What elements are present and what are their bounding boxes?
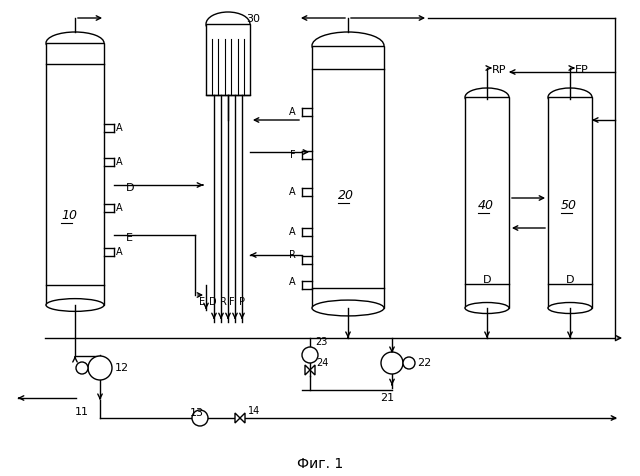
- Text: 21: 21: [380, 393, 394, 403]
- Ellipse shape: [206, 12, 250, 36]
- Ellipse shape: [312, 32, 384, 60]
- Text: 12: 12: [115, 363, 129, 373]
- Text: R: R: [289, 250, 296, 260]
- Polygon shape: [240, 413, 245, 423]
- Ellipse shape: [46, 298, 104, 311]
- Text: A: A: [289, 107, 296, 117]
- Text: 30: 30: [246, 14, 260, 24]
- Text: 24: 24: [316, 358, 328, 368]
- Text: 13: 13: [190, 408, 204, 418]
- Text: A: A: [116, 157, 123, 167]
- Bar: [206, 24, 250, 95]
- Ellipse shape: [465, 88, 509, 107]
- Circle shape: [302, 347, 318, 363]
- Text: D: D: [209, 297, 217, 307]
- Text: A: A: [289, 187, 296, 197]
- Text: D: D: [126, 183, 134, 193]
- Text: E: E: [199, 297, 205, 307]
- Text: 10: 10: [61, 209, 77, 222]
- Text: P: P: [239, 297, 245, 307]
- Text: 22: 22: [417, 358, 431, 368]
- Text: R: R: [220, 297, 227, 307]
- Text: 50: 50: [561, 199, 577, 212]
- Text: A: A: [116, 247, 123, 257]
- Text: A: A: [289, 277, 296, 287]
- Polygon shape: [310, 365, 315, 375]
- Text: A: A: [116, 203, 123, 213]
- Text: F: F: [291, 150, 296, 160]
- Circle shape: [76, 362, 88, 374]
- Bar: [548, 97, 592, 308]
- Text: D: D: [566, 275, 574, 285]
- Text: Фиг. 1: Фиг. 1: [297, 457, 343, 471]
- Bar: [312, 46, 384, 308]
- Bar: [465, 97, 509, 308]
- Text: 14: 14: [248, 406, 260, 416]
- Ellipse shape: [548, 303, 592, 314]
- Circle shape: [403, 357, 415, 369]
- Ellipse shape: [312, 300, 384, 316]
- Polygon shape: [235, 413, 240, 423]
- Text: A: A: [116, 123, 123, 133]
- Ellipse shape: [46, 32, 104, 54]
- Ellipse shape: [548, 88, 592, 107]
- Text: EP: EP: [575, 65, 589, 75]
- Polygon shape: [305, 365, 310, 375]
- Text: RP: RP: [492, 65, 506, 75]
- Ellipse shape: [465, 303, 509, 314]
- Text: A: A: [289, 227, 296, 237]
- Text: F: F: [229, 297, 235, 307]
- Text: 20: 20: [338, 189, 354, 202]
- Text: 23: 23: [315, 337, 328, 347]
- Circle shape: [192, 410, 208, 426]
- Circle shape: [381, 352, 403, 374]
- Text: D: D: [483, 275, 492, 285]
- Text: 11: 11: [75, 407, 89, 417]
- Text: E: E: [126, 233, 133, 243]
- Circle shape: [88, 356, 112, 380]
- Bar: [46, 43, 104, 305]
- Text: 40: 40: [478, 199, 494, 212]
